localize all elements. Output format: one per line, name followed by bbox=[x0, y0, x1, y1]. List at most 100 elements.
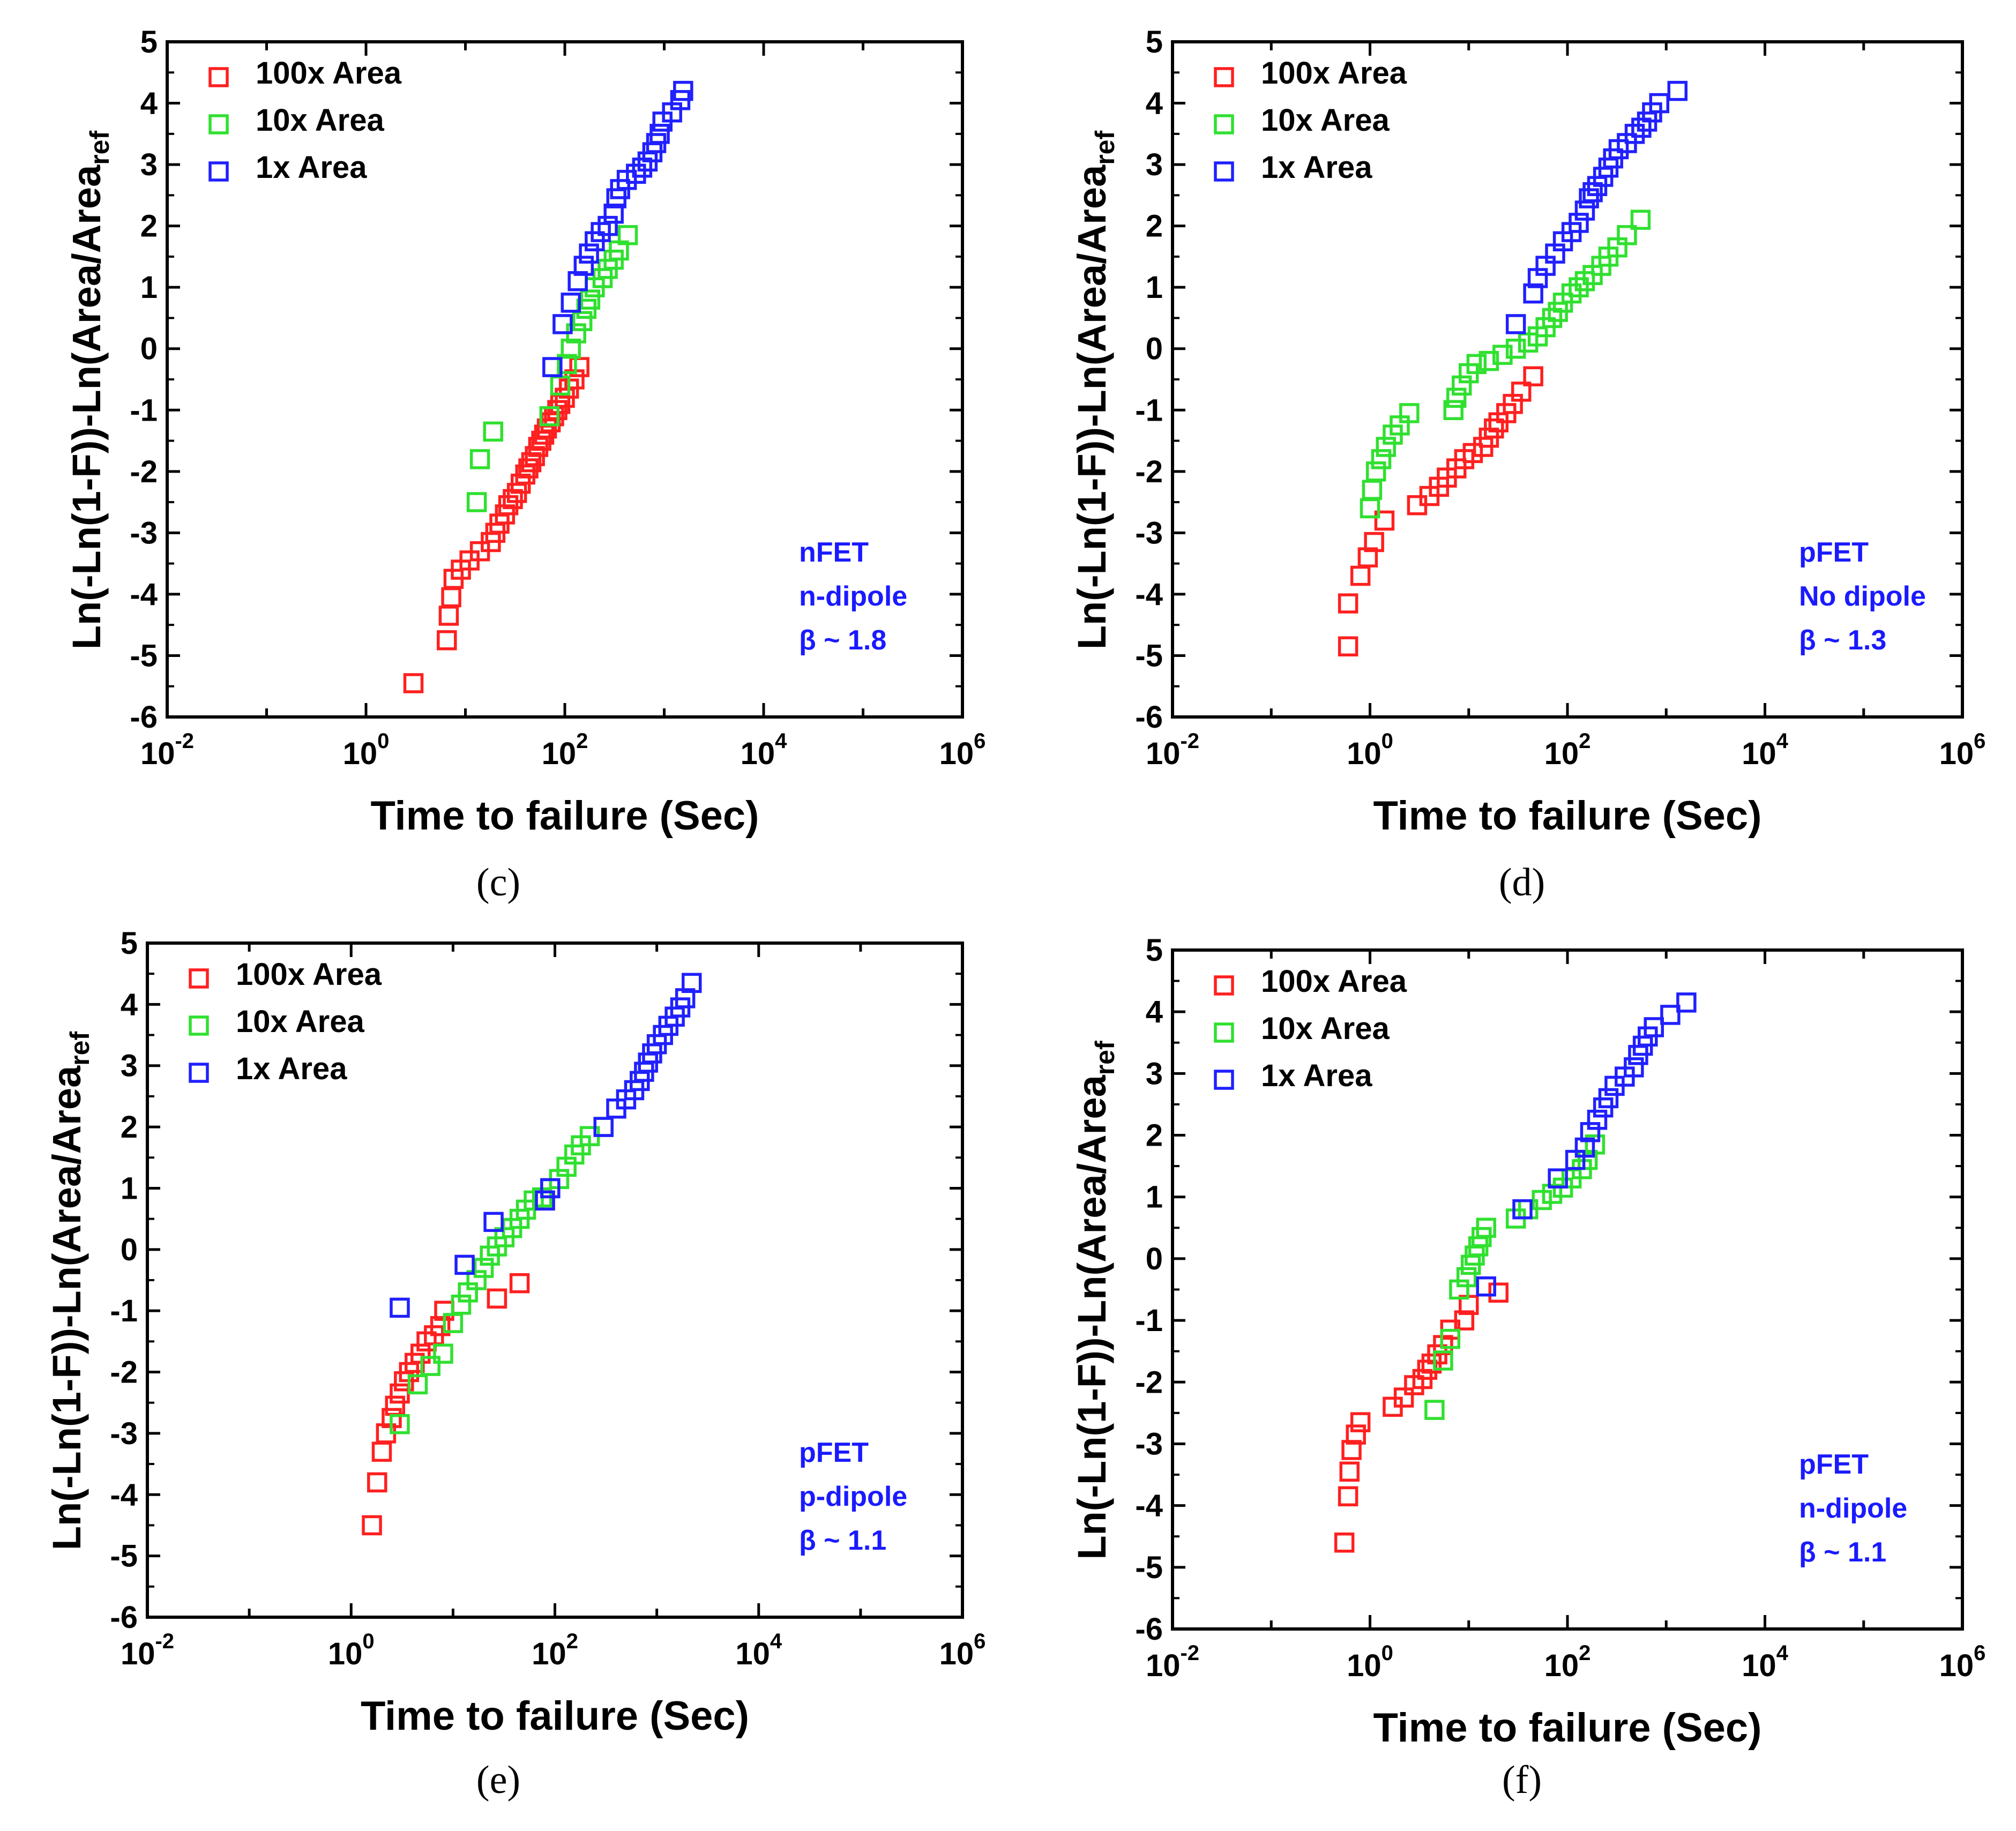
x-tick-base: 10 bbox=[1146, 1648, 1181, 1683]
data-point bbox=[1374, 510, 1395, 531]
x-tick-base: 10 bbox=[939, 1636, 974, 1671]
y-tick-label: -1 bbox=[1135, 393, 1163, 428]
x-tick-label: 10-2 bbox=[121, 1630, 174, 1671]
y-tick-label: 2 bbox=[140, 209, 158, 244]
y-tick-label: 5 bbox=[1146, 25, 1163, 59]
y-axis-label-subscript: ref bbox=[1090, 131, 1120, 165]
data-point bbox=[598, 215, 618, 236]
data-point bbox=[1339, 1461, 1360, 1482]
data-point bbox=[1523, 283, 1543, 304]
y-tick-label: -3 bbox=[1135, 1426, 1163, 1461]
legend-marker bbox=[208, 67, 229, 87]
data-point bbox=[1574, 200, 1595, 221]
y-axis-label-main: Ln(-Ln(1-F))-Ln(Area/Area bbox=[44, 1065, 89, 1550]
data-point bbox=[362, 1515, 382, 1536]
data-point bbox=[1505, 314, 1526, 334]
data-point bbox=[1649, 93, 1669, 114]
series-1x-area bbox=[542, 80, 693, 377]
x-tick-exponent: 2 bbox=[1579, 1641, 1591, 1665]
data-point bbox=[1399, 403, 1420, 423]
x-tick-label: 106 bbox=[1939, 1641, 1986, 1683]
data-point bbox=[451, 1294, 472, 1315]
data-point bbox=[483, 421, 503, 442]
y-tick-label: 4 bbox=[1146, 995, 1163, 1029]
y-tick-label: 5 bbox=[121, 926, 138, 961]
data-point bbox=[675, 988, 696, 1008]
y-axis-label: Ln(-Ln(1-F))-Ln(Area/Arearef bbox=[44, 1032, 95, 1551]
data-point bbox=[603, 203, 624, 224]
y-tick-label: 0 bbox=[121, 1232, 138, 1267]
plot-frame bbox=[146, 941, 964, 1619]
data-point bbox=[1424, 1400, 1445, 1420]
y-tick-label: 2 bbox=[121, 1110, 138, 1145]
data-point bbox=[1338, 636, 1358, 657]
x-tick-base: 10 bbox=[1544, 736, 1579, 771]
data-point bbox=[626, 163, 646, 184]
data-point bbox=[1376, 437, 1396, 457]
x-axis-label: Time to failure (Sec) bbox=[370, 793, 759, 839]
data-point bbox=[390, 1414, 410, 1434]
data-point bbox=[1454, 1310, 1475, 1331]
x-tick-label: 10-2 bbox=[140, 729, 194, 771]
y-tick-label: -2 bbox=[130, 454, 158, 489]
legend-label: 10x Area bbox=[236, 1004, 364, 1039]
annotation: pFET n-dipole β ~ 1.1 bbox=[1799, 1449, 1907, 1568]
series-100x-area bbox=[1338, 366, 1543, 657]
y-tick-label: 5 bbox=[140, 25, 158, 59]
data-point bbox=[1505, 338, 1526, 359]
y-tick-label: -5 bbox=[110, 1539, 138, 1574]
data-point bbox=[1548, 1168, 1568, 1189]
data-point bbox=[1440, 1328, 1461, 1349]
x-tick-exponent: 0 bbox=[1382, 1641, 1393, 1665]
data-point bbox=[1511, 382, 1532, 402]
data-point bbox=[1585, 1134, 1606, 1155]
x-tick-exponent: -2 bbox=[1180, 1641, 1199, 1665]
legend-marker bbox=[1214, 161, 1234, 182]
data-point bbox=[535, 1190, 555, 1211]
data-point bbox=[591, 222, 611, 242]
y-tick-label: 4 bbox=[1146, 86, 1163, 121]
x-axis-label: Time to failure (Sec) bbox=[1373, 1705, 1761, 1751]
y-tick-label: -5 bbox=[1135, 638, 1163, 673]
data-point bbox=[1476, 1276, 1496, 1297]
y-tick-label: 1 bbox=[140, 270, 158, 305]
annotation: pFET p-dipole β ~ 1.1 bbox=[799, 1437, 907, 1556]
data-point bbox=[1667, 80, 1688, 101]
data-point bbox=[521, 452, 542, 473]
plot-frame bbox=[1171, 40, 1964, 719]
annotation-line: No dipole bbox=[1799, 581, 1926, 612]
x-tick-base: 10 bbox=[1742, 736, 1776, 771]
annotation-line: n-dipole bbox=[1799, 1493, 1907, 1524]
legend-marker bbox=[189, 1063, 209, 1083]
legend-marker bbox=[1214, 1070, 1234, 1090]
y-tick-label: -3 bbox=[1135, 515, 1163, 550]
y-tick-label: 1 bbox=[121, 1171, 138, 1206]
y-tick-label: 1 bbox=[1146, 1180, 1163, 1215]
data-point bbox=[568, 271, 588, 292]
x-tick-base: 10 bbox=[542, 736, 577, 771]
legend-marker bbox=[1214, 975, 1234, 996]
y-tick-label: 0 bbox=[1146, 1242, 1163, 1276]
series-100x-area bbox=[1334, 1282, 1509, 1553]
x-tick-exponent: -2 bbox=[1180, 729, 1199, 753]
annotation: pFET No dipole β ~ 1.3 bbox=[1799, 537, 1926, 656]
data-point bbox=[1484, 418, 1504, 439]
data-point bbox=[518, 458, 539, 479]
data-point bbox=[1574, 1137, 1595, 1158]
legend-label: 1x Area bbox=[256, 150, 367, 185]
annotation-line: β ~ 1.1 bbox=[799, 1525, 886, 1556]
data-point bbox=[367, 1472, 387, 1493]
x-tick-base: 10 bbox=[1347, 1648, 1382, 1683]
data-point bbox=[1492, 345, 1513, 365]
data-point bbox=[580, 289, 601, 310]
data-point bbox=[466, 492, 487, 512]
x-tick-exponent: 6 bbox=[1974, 1641, 1985, 1665]
series-1x-area bbox=[390, 973, 702, 1318]
legend: 100x Area 10x Area 1x Area bbox=[1214, 964, 1407, 1093]
y-tick-label: 4 bbox=[140, 86, 158, 121]
data-point bbox=[1580, 1122, 1601, 1142]
x-axis-label: Time to failure (Sec) bbox=[1373, 793, 1761, 839]
legend-marker bbox=[1214, 67, 1234, 87]
